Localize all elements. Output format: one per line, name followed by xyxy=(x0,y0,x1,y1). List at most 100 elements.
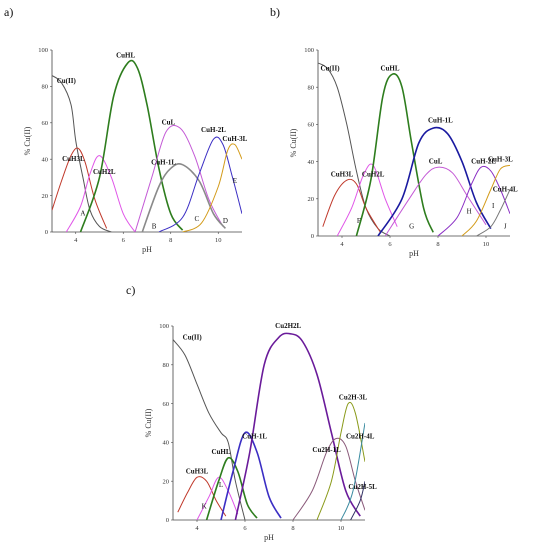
x-tick-label: 4 xyxy=(195,525,199,532)
chart-panel-1: b) 0 20 40 60 80 100 4 6 8 10 pH % Cu(II) Cu(II) CuH3L… xyxy=(270,5,518,258)
y-tick-label: 40 xyxy=(42,156,49,163)
y-tick-label: 100 xyxy=(159,323,169,330)
y-tick-label: 20 xyxy=(42,193,49,200)
x-tick-label: 10 xyxy=(483,241,490,248)
series-line-cuh3l xyxy=(177,476,227,517)
region-letter: J xyxy=(504,223,507,231)
species-label: CuH-1L xyxy=(151,159,176,167)
x-tick-label: 10 xyxy=(215,237,222,244)
y-axis-label: % Cu(II) xyxy=(289,128,298,157)
panel-label: c) xyxy=(126,283,135,297)
y-tick-label: 40 xyxy=(163,440,170,447)
y-tick-label: 80 xyxy=(163,362,170,369)
species-label: CuH2L xyxy=(93,168,116,176)
species-label: Cu2H-1L xyxy=(312,446,341,454)
series-line-cul xyxy=(134,125,224,232)
species-label: CuH-1L xyxy=(428,117,453,125)
series-line-cuh3l xyxy=(52,147,108,229)
panel-label: a) xyxy=(4,5,13,19)
y-tick-label: 0 xyxy=(311,233,314,240)
y-tick-label: 60 xyxy=(42,120,49,127)
species-label: CuH-1L xyxy=(242,433,267,441)
series-line-cuh-3l xyxy=(461,164,510,236)
species-label: Cu2H-4L xyxy=(346,433,375,441)
x-tick-label: 6 xyxy=(388,241,392,248)
series-line-cuh-1l xyxy=(141,163,227,232)
region-letter: K xyxy=(202,502,207,510)
series-line-cuhl xyxy=(205,456,258,520)
x-axis-label: pH xyxy=(142,245,152,254)
y-tick-label: 60 xyxy=(308,122,315,129)
y-axis-label: % Cu(II) xyxy=(144,408,153,437)
region-letter: D xyxy=(223,217,228,225)
y-tick-label: 60 xyxy=(163,401,170,408)
series-line-cuh3l xyxy=(322,178,381,233)
species-label: Cu2H-5L xyxy=(348,483,377,491)
species-label: CuL xyxy=(429,157,443,165)
species-label: CuH-2L xyxy=(201,126,226,134)
region-letter: H xyxy=(467,208,472,216)
region-letter: I xyxy=(492,202,495,210)
y-tick-label: 100 xyxy=(304,47,314,54)
species-label: CuH-3L xyxy=(222,135,247,143)
species-label: Cu(II) xyxy=(57,77,77,85)
series-line-cu2h-3l xyxy=(316,401,365,520)
series-line-cu2h-5l xyxy=(350,481,365,520)
series-line-cuhl xyxy=(355,73,434,236)
region-letter: C xyxy=(195,215,200,223)
series-line-cu2h2l xyxy=(234,332,361,520)
species-label: CuH3L xyxy=(186,467,209,475)
region-letter: B xyxy=(152,222,157,230)
series-line-cu-ii- xyxy=(52,75,112,232)
region-letter: F xyxy=(357,217,361,225)
species-label: CuHL xyxy=(380,64,399,72)
species-label: CuL xyxy=(162,119,176,127)
region-letter: L xyxy=(219,481,223,489)
y-tick-label: 80 xyxy=(308,84,315,91)
series-line-cuh2l xyxy=(196,476,239,520)
series-line-cuh-2l xyxy=(437,165,510,236)
y-tick-label: 0 xyxy=(166,517,169,524)
x-tick-label: 4 xyxy=(340,241,344,248)
x-axis-label: pH xyxy=(409,249,419,258)
series-line-cu-ii- xyxy=(173,339,246,520)
x-tick-label: 8 xyxy=(436,241,439,248)
y-tick-label: 20 xyxy=(308,196,315,203)
series-line-cuhl xyxy=(79,59,184,232)
species-label: CuHL xyxy=(116,51,135,59)
species-label: CuH3L xyxy=(331,170,354,178)
series-line-cuh2l xyxy=(65,155,136,232)
y-tick-label: 80 xyxy=(42,84,49,91)
species-label: CuH-3L xyxy=(488,156,513,164)
species-label: CuHL xyxy=(211,448,230,456)
species-label: CuH2L xyxy=(362,170,385,178)
species-label: Cu(II) xyxy=(183,334,203,342)
species-label: Cu2H2L xyxy=(275,322,301,330)
panel-label: b) xyxy=(270,5,280,19)
x-tick-label: 6 xyxy=(243,525,247,532)
region-letter: A xyxy=(80,210,85,218)
x-tick-label: 4 xyxy=(74,237,78,244)
x-tick-label: 10 xyxy=(338,525,345,532)
y-tick-label: 100 xyxy=(38,47,48,54)
y-tick-label: 0 xyxy=(45,229,48,236)
species-label: CuH3L xyxy=(62,155,85,163)
species-label: Cu(II) xyxy=(320,64,340,72)
x-tick-label: 8 xyxy=(291,525,294,532)
species-label: CuH-2L xyxy=(471,157,496,165)
x-tick-label: 6 xyxy=(122,237,126,244)
y-tick-label: 40 xyxy=(308,159,315,166)
x-axis-label: pH xyxy=(264,533,274,542)
chart-panel-0: a) 0 20 40 60 80 100 4 6 8 10 pH % Cu(II) CuH3L Cu(II)… xyxy=(4,5,248,254)
series-line-cuh-3l xyxy=(182,143,242,232)
series-line-cuh-1l xyxy=(220,431,282,520)
region-letter: G xyxy=(409,223,414,231)
y-axis-label: % Cu(II) xyxy=(23,126,32,155)
chart-panel-2: c) 0 20 40 60 80 100 4 6 8 10 pH % Cu(II) Cu(II) CuH3L… xyxy=(126,283,377,542)
series-line-cu2h-4l xyxy=(340,422,365,520)
region-letter: E xyxy=(233,177,237,185)
series-line-cuh-1l xyxy=(377,126,492,236)
species-label: CuH-4L xyxy=(493,185,518,193)
series-line-cuh-2l xyxy=(158,136,242,232)
